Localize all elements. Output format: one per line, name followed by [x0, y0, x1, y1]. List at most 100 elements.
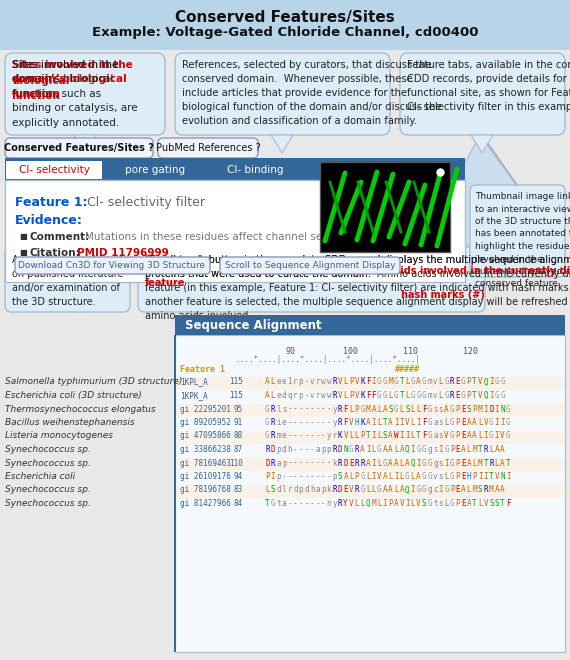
Text: 110: 110	[229, 459, 243, 467]
Text: P: P	[455, 472, 460, 481]
Text: n: n	[327, 499, 331, 508]
Text: Synechococcus sp.: Synechococcus sp.	[5, 445, 91, 454]
Text: A: A	[388, 486, 393, 494]
Text: -: -	[287, 499, 292, 508]
Bar	[5, 158, 465, 160]
Bar	[175, 315, 565, 335]
Text: p: p	[299, 378, 303, 387]
Text: G: G	[410, 378, 415, 387]
Text: E: E	[461, 418, 466, 427]
Text: gi 89205952: gi 89205952	[180, 418, 231, 427]
Text: I: I	[483, 432, 488, 440]
Text: gi 26109176: gi 26109176	[180, 472, 231, 481]
Text: S: S	[422, 499, 426, 508]
Text: s: s	[438, 499, 443, 508]
Text: G: G	[416, 391, 421, 400]
Text: -: -	[327, 472, 331, 481]
Text: -: -	[293, 472, 298, 481]
Polygon shape	[271, 135, 293, 153]
Bar	[320, 162, 450, 252]
Text: V: V	[338, 378, 343, 387]
Text: 95: 95	[234, 405, 243, 414]
Text: M: M	[472, 486, 477, 494]
Text: Q: Q	[483, 391, 488, 400]
Text: s: s	[438, 459, 443, 467]
Text: L: L	[355, 499, 359, 508]
Text: V: V	[500, 432, 505, 440]
Text: d: d	[304, 486, 309, 494]
Text: T: T	[400, 391, 404, 400]
Text: G: G	[506, 418, 510, 427]
Text: R: R	[271, 432, 275, 440]
Text: e: e	[276, 378, 281, 387]
Text: I: I	[489, 391, 494, 400]
Text: 100: 100	[343, 346, 357, 356]
Text: 115: 115	[229, 391, 243, 400]
Text: -: -	[299, 472, 303, 481]
Text: A: A	[382, 486, 387, 494]
Text: G: G	[506, 432, 510, 440]
Text: s: s	[438, 472, 443, 481]
Polygon shape	[180, 245, 390, 312]
Bar	[0, 0, 570, 50]
Text: d: d	[276, 486, 281, 494]
Text: p: p	[282, 459, 287, 467]
Text: gi 22295201: gi 22295201	[180, 405, 231, 414]
Text: V: V	[478, 378, 482, 387]
Text: Feature 1:: Feature 1:	[15, 196, 88, 209]
Text: Scroll to Sequence Alignment Display: Scroll to Sequence Alignment Display	[225, 261, 395, 271]
Text: G: G	[271, 499, 275, 508]
Polygon shape	[74, 135, 96, 153]
Text: -: -	[310, 459, 315, 467]
Text: V: V	[355, 391, 359, 400]
Text: G: G	[382, 459, 387, 467]
Bar	[175, 335, 565, 652]
Text: R: R	[450, 378, 454, 387]
Text: 1KPK_A: 1KPK_A	[180, 391, 207, 400]
Text: r: r	[293, 391, 298, 400]
Text: Conserved Features/Sites: Conserved Features/Sites	[175, 10, 395, 25]
Text: -: -	[321, 405, 325, 414]
Text: ■: ■	[20, 232, 31, 241]
Text: G: G	[382, 378, 387, 387]
Text: -: -	[315, 418, 320, 427]
Text: 120: 120	[462, 346, 478, 356]
Text: G: G	[422, 472, 426, 481]
Text: T: T	[489, 472, 494, 481]
Text: P: P	[349, 391, 353, 400]
Text: P: P	[455, 459, 460, 467]
Text: Citation:: Citation:	[29, 248, 80, 258]
Text: -: -	[282, 472, 287, 481]
Text: A: A	[388, 459, 393, 467]
Text: A: A	[500, 459, 505, 467]
Text: s: s	[433, 445, 438, 454]
Text: V: V	[338, 391, 343, 400]
Text: p: p	[332, 472, 337, 481]
Text: Mutations in these residues affect channel selectivity: Mutations in these residues affect chann…	[85, 232, 364, 242]
Text: w: w	[321, 391, 325, 400]
Text: Amino acids involved in the currently displayed: Amino acids involved in the currently di…	[350, 267, 570, 277]
Text: m: m	[428, 391, 432, 400]
Text: -: -	[321, 418, 325, 427]
Text: V: V	[478, 391, 482, 400]
Text: E: E	[349, 459, 353, 467]
Text: R: R	[271, 459, 275, 467]
Text: -: -	[299, 432, 303, 440]
Text: A: A	[388, 418, 393, 427]
Text: t: t	[433, 499, 438, 508]
Text: ■: ■	[20, 248, 31, 257]
Text: -: -	[321, 432, 325, 440]
Text: D: D	[265, 459, 270, 467]
Text: a: a	[276, 459, 281, 467]
Text: G: G	[450, 405, 454, 414]
Text: A: A	[400, 445, 404, 454]
Text: V: V	[495, 472, 499, 481]
Text: 1: 1	[287, 378, 292, 387]
Text: L: L	[394, 445, 398, 454]
Text: Download Cn3D for Viewing 3D Structure: Download Cn3D for Viewing 3D Structure	[18, 261, 206, 271]
Text: c: c	[433, 486, 438, 494]
Text: r: r	[315, 391, 320, 400]
Text: R: R	[355, 445, 359, 454]
Text: G: G	[450, 418, 454, 427]
Text: G: G	[500, 378, 505, 387]
